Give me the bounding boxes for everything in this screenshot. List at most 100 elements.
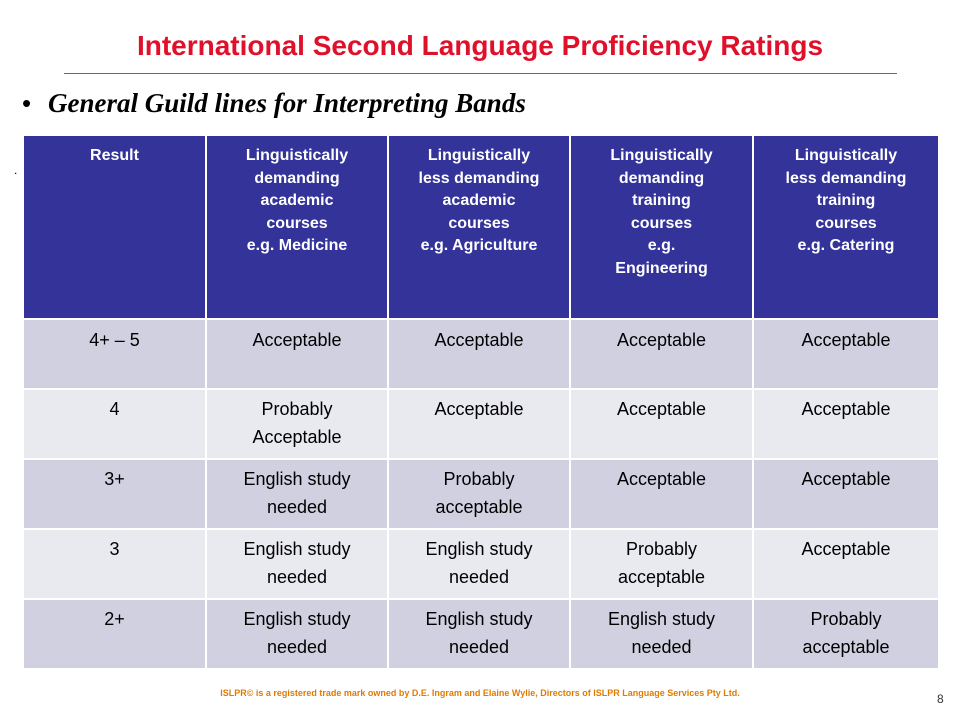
rating-cell: English study needed xyxy=(388,599,571,670)
cell-text-line: Acceptable xyxy=(616,469,707,489)
header-text-line: Result xyxy=(90,147,139,164)
stray-mark: . xyxy=(14,163,18,177)
cell-text-line: Acceptable xyxy=(801,539,891,559)
header-text-line: demanding xyxy=(254,169,340,187)
cell-text-line: 3 xyxy=(109,539,120,559)
header-text-line: less demanding xyxy=(785,169,907,187)
table-row: 2+ English study needed English study needed… xyxy=(24,599,938,670)
cell-text-line: English study xyxy=(607,609,716,629)
cell-text-line: Acceptable xyxy=(434,330,524,350)
cell-text-line: needed xyxy=(448,567,510,587)
cell-text-line: needed xyxy=(266,567,328,587)
header-less-demanding-academic: Linguistically less demanding academic cour… xyxy=(388,136,571,320)
cell-text-line: 3+ xyxy=(104,469,125,489)
header-demanding-training: Linguistically demanding training courses e.… xyxy=(570,136,754,320)
cell-text-line: Acceptable xyxy=(801,469,891,489)
cell-text-line: 2+ xyxy=(104,609,125,629)
result-cell: 2+ xyxy=(24,599,207,670)
page-number: 8 xyxy=(937,692,944,706)
cell-text-line: Acceptable xyxy=(434,399,524,419)
rating-cell: Acceptable xyxy=(753,389,938,460)
slide-title: International Second Language Proficienc… xyxy=(136,30,824,61)
rating-cell: Probably acceptable xyxy=(753,599,938,670)
cell-text-line: English study xyxy=(425,609,533,629)
rating-cell: Acceptable xyxy=(570,319,754,390)
rating-cell: Probably acceptable xyxy=(388,459,571,530)
title-underline xyxy=(64,73,897,74)
cell-text-line: Probably xyxy=(261,399,333,419)
table-row: 3+ English study needed Probably acceptable A… xyxy=(24,459,938,530)
cell-text-line: acceptable xyxy=(802,637,890,657)
interpreting-bands-table: Result Linguistically demanding academic co… xyxy=(24,136,938,670)
cell-text-line: Probably xyxy=(443,469,515,489)
rating-cell: Acceptable xyxy=(753,529,938,600)
rating-cell: English study needed xyxy=(206,599,389,670)
rating-cell: English study needed xyxy=(570,599,754,670)
result-cell: 4+ – 5 xyxy=(24,319,207,390)
rating-cell: Acceptable xyxy=(570,459,754,530)
trademark-footnote: ISLPR© is a registered trade mark owned … xyxy=(220,688,740,698)
header-result: Result xyxy=(24,136,207,320)
header-text-line: Linguistically xyxy=(610,147,713,164)
header-text-line: Linguistically xyxy=(427,147,531,164)
result-cell: 3+ xyxy=(24,459,207,530)
cell-text-line: Acceptable xyxy=(801,399,891,419)
cell-text-line: English study xyxy=(243,469,351,489)
rating-cell: English study needed xyxy=(206,529,389,600)
cell-text-line: needed xyxy=(631,637,692,657)
rating-cell: Probably acceptable xyxy=(570,529,754,600)
header-text-line: demanding xyxy=(618,169,705,187)
cell-text-line: needed xyxy=(266,497,328,517)
result-cell: 4 xyxy=(24,389,207,460)
header-text-line: Engineering xyxy=(615,259,708,277)
cell-text-line: Acceptable xyxy=(616,399,707,419)
header-text-line: academic xyxy=(442,192,516,209)
header-text-line: training xyxy=(632,192,691,209)
cell-text-line: 4+ – 5 xyxy=(89,330,140,350)
cell-text-line: Acceptable xyxy=(801,330,891,350)
header-text-line: courses xyxy=(448,214,510,232)
rating-cell: Acceptable xyxy=(388,389,571,460)
rating-cell: English study needed xyxy=(388,529,571,600)
cell-text-line: English study xyxy=(425,539,533,559)
header-text-line: Linguistically xyxy=(794,147,898,164)
header-text-line: e.g. Agriculture xyxy=(420,237,538,254)
header-text-line: courses xyxy=(630,214,693,232)
header-text-line: e.g. xyxy=(647,237,676,254)
cell-text-line: acceptable xyxy=(617,567,706,587)
rating-cell: English study needed xyxy=(206,459,389,530)
result-cell: 3 xyxy=(24,529,207,600)
rating-cell: Acceptable xyxy=(753,319,938,390)
table-body: 4+ – 5 Acceptable Acceptable Acceptable Acce… xyxy=(24,319,938,670)
header-text-line: Linguistically xyxy=(245,147,349,164)
cell-text-line: 4 xyxy=(109,399,120,419)
cell-text-line: needed xyxy=(266,637,328,657)
cell-text-line: Acceptable xyxy=(252,330,342,350)
cell-text-line: English study xyxy=(243,539,351,559)
rating-cell: Probably Acceptable xyxy=(206,389,389,460)
cell-text-line: Probably xyxy=(810,609,882,629)
header-text-line: training xyxy=(816,192,876,209)
table-row: 3 English study needed English study needed P… xyxy=(24,529,938,600)
header-text-line: courses xyxy=(815,214,877,232)
bullet-text: General Guild lines for Interpreting Ban… xyxy=(48,88,526,118)
header-text-line: e.g. Catering xyxy=(797,237,895,254)
cell-text-line: Acceptable xyxy=(252,427,342,447)
rating-cell: Acceptable xyxy=(570,389,754,460)
header-text-line: academic xyxy=(260,192,334,209)
cell-text-line: Acceptable xyxy=(616,330,707,350)
rating-cell: Acceptable xyxy=(206,319,389,390)
cell-text-line: English study xyxy=(243,609,351,629)
header-less-demanding-training: Linguistically less demanding training cour… xyxy=(753,136,938,320)
cell-text-line: acceptable xyxy=(435,497,523,517)
header-text-line: courses xyxy=(266,214,328,232)
cell-text-line: Probably xyxy=(625,539,698,559)
rating-cell: Acceptable xyxy=(388,319,571,390)
rating-cell: Acceptable xyxy=(753,459,938,530)
table-header-row: Result Linguistically demanding academic co… xyxy=(24,136,938,320)
header-demanding-academic: Linguistically demanding academic courses e.… xyxy=(206,136,389,320)
table-row: 4+ – 5 Acceptable Acceptable Acceptable Acce… xyxy=(24,319,938,390)
bullet-item: • General Guild lines for Interpreting B… xyxy=(22,88,526,119)
header-text-line: less demanding xyxy=(418,169,540,187)
header-text-line: e.g. Medicine xyxy=(246,237,348,254)
